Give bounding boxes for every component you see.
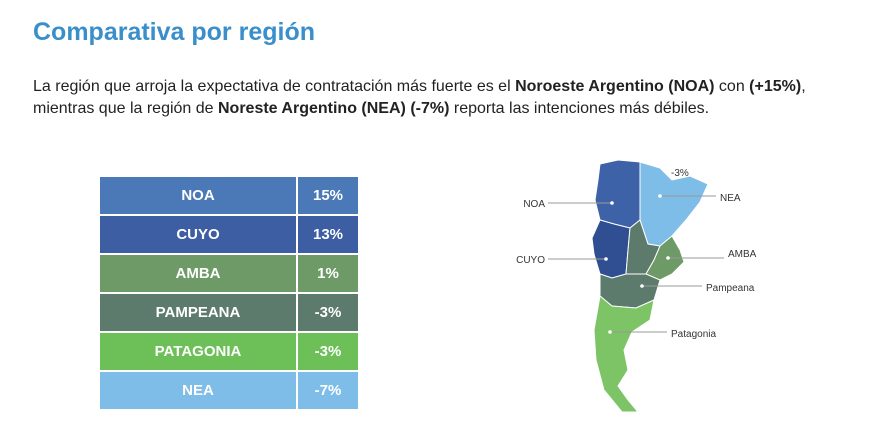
map-name: AMBA <box>728 249 757 260</box>
leader-dot <box>608 330 612 334</box>
cell-region: PATAGONIA <box>100 331 298 371</box>
table-row: NOA 15% <box>100 175 358 215</box>
table-row: NEA -7% <box>100 370 358 409</box>
cell-value: 1% <box>297 253 358 293</box>
region-amba <box>645 235 685 281</box>
table-row: AMBA 1% <box>100 253 358 293</box>
cell-region: NEA <box>100 370 298 409</box>
title: Comparativa por región <box>33 18 315 46</box>
map: 15%NOA13%CUYO-7%NEA1%AMBA-3%Pampeana-3%P… <box>516 159 757 413</box>
leader-dot <box>604 257 608 261</box>
paragraph-segment: Noroeste Argentino (NOA) <box>515 78 715 95</box>
leader-dot <box>610 201 614 205</box>
map-value: -3% <box>671 168 689 179</box>
cell-value: -3% <box>297 292 358 332</box>
leader-dot <box>658 194 662 198</box>
cell-value: -7% <box>297 370 358 409</box>
paragraph-segment: Noreste Argentino (NEA) <box>218 100 406 117</box>
map-name: Patagonia <box>671 329 716 340</box>
region-patagonia <box>593 295 655 413</box>
paragraph-segment: con <box>714 78 750 95</box>
region-table: NOA 15% CUYO 13% AMBA 1% PAMPEANA -3% PATAGONIA -… <box>100 175 358 409</box>
map-name: NEA <box>720 193 741 204</box>
leader-dot <box>640 284 644 288</box>
paragraph-segment: , mientras que la región de <box>33 78 806 117</box>
leader-dot <box>666 256 670 260</box>
table-row: CUYO 13% <box>100 214 358 254</box>
cell-region: PAMPEANA <box>100 292 298 332</box>
cell-region: NOA <box>100 175 298 215</box>
table-row: PATAGONIA -3% <box>100 331 358 371</box>
cell-value: -3% <box>297 331 358 371</box>
paragraph-segment: reporta las intenciones más débiles. <box>449 100 710 117</box>
map-name: Pampeana <box>706 283 755 294</box>
cell-region: AMBA <box>100 253 298 293</box>
region-cuyo <box>591 219 631 279</box>
cell-value: 13% <box>297 214 358 254</box>
map-name: NOA <box>523 199 545 210</box>
paragraph-segment: (+15%) <box>749 78 802 95</box>
cell-value: 15% <box>297 175 358 215</box>
paragraph-segment: (-7%) <box>410 100 450 117</box>
paragraph: La región que arroja la expectativa de c… <box>33 76 863 120</box>
region-noa <box>594 159 641 229</box>
paragraph-segment: La región que arroja la expectativa de c… <box>33 78 516 95</box>
cell-region: CUYO <box>100 214 298 254</box>
map-name: CUYO <box>516 255 545 266</box>
table-row: PAMPEANA -3% <box>100 292 358 332</box>
